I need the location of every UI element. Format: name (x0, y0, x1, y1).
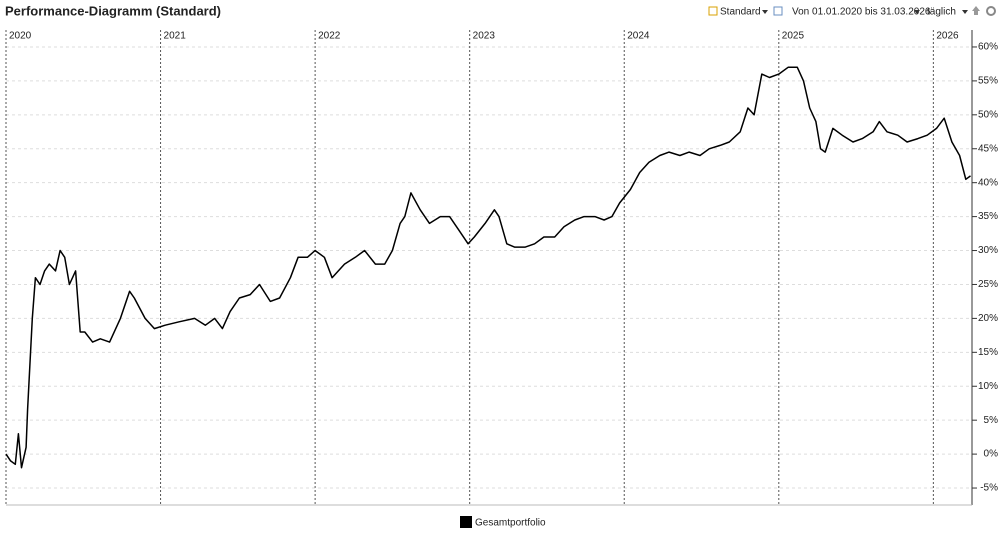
x-tick-label: 2021 (164, 31, 187, 42)
y-tick-label: 55% (978, 76, 998, 87)
settings-icon[interactable] (986, 6, 996, 16)
y-tick-label: 35% (978, 211, 998, 222)
y-tick-label: 25% (978, 279, 998, 290)
x-tick-label: 2022 (318, 31, 341, 42)
legend-label: Gesamtportfolio (475, 518, 546, 529)
x-tick-label: 2020 (9, 31, 32, 42)
y-tick-label: -5% (980, 483, 998, 494)
view-icon (708, 6, 718, 16)
y-tick-label: 10% (978, 381, 998, 392)
y-tick-label: 0% (984, 449, 999, 460)
dropdown-arrow[interactable] (914, 10, 920, 14)
dropdown-arrow[interactable] (762, 10, 768, 14)
series-line (5, 66, 971, 469)
export-icon[interactable] (972, 6, 980, 15)
x-tick-label: 2024 (627, 31, 650, 42)
y-tick-label: 45% (978, 143, 998, 154)
y-tick-label: 20% (978, 313, 998, 324)
calendar-icon (773, 6, 783, 16)
y-tick-label: 30% (978, 245, 998, 256)
interval-select[interactable]: täglich (927, 7, 956, 18)
range-select[interactable]: Von 01.01.2020 bis 31.03.2026 (792, 7, 931, 18)
view-select[interactable]: Standard (720, 7, 761, 18)
y-tick-label: 60% (978, 42, 998, 53)
chart-title: Performance-Diagramm (Standard) (5, 3, 221, 18)
x-tick-label: 2023 (473, 31, 496, 42)
dropdown-arrow[interactable] (962, 10, 968, 14)
y-tick-label: 5% (984, 415, 999, 426)
y-tick-label: 15% (978, 347, 998, 358)
x-tick-label: 2026 (936, 31, 959, 42)
y-tick-label: 40% (978, 177, 998, 188)
legend-swatch (460, 516, 472, 528)
x-tick-label: 2025 (782, 31, 805, 42)
y-tick-label: 50% (978, 109, 998, 120)
